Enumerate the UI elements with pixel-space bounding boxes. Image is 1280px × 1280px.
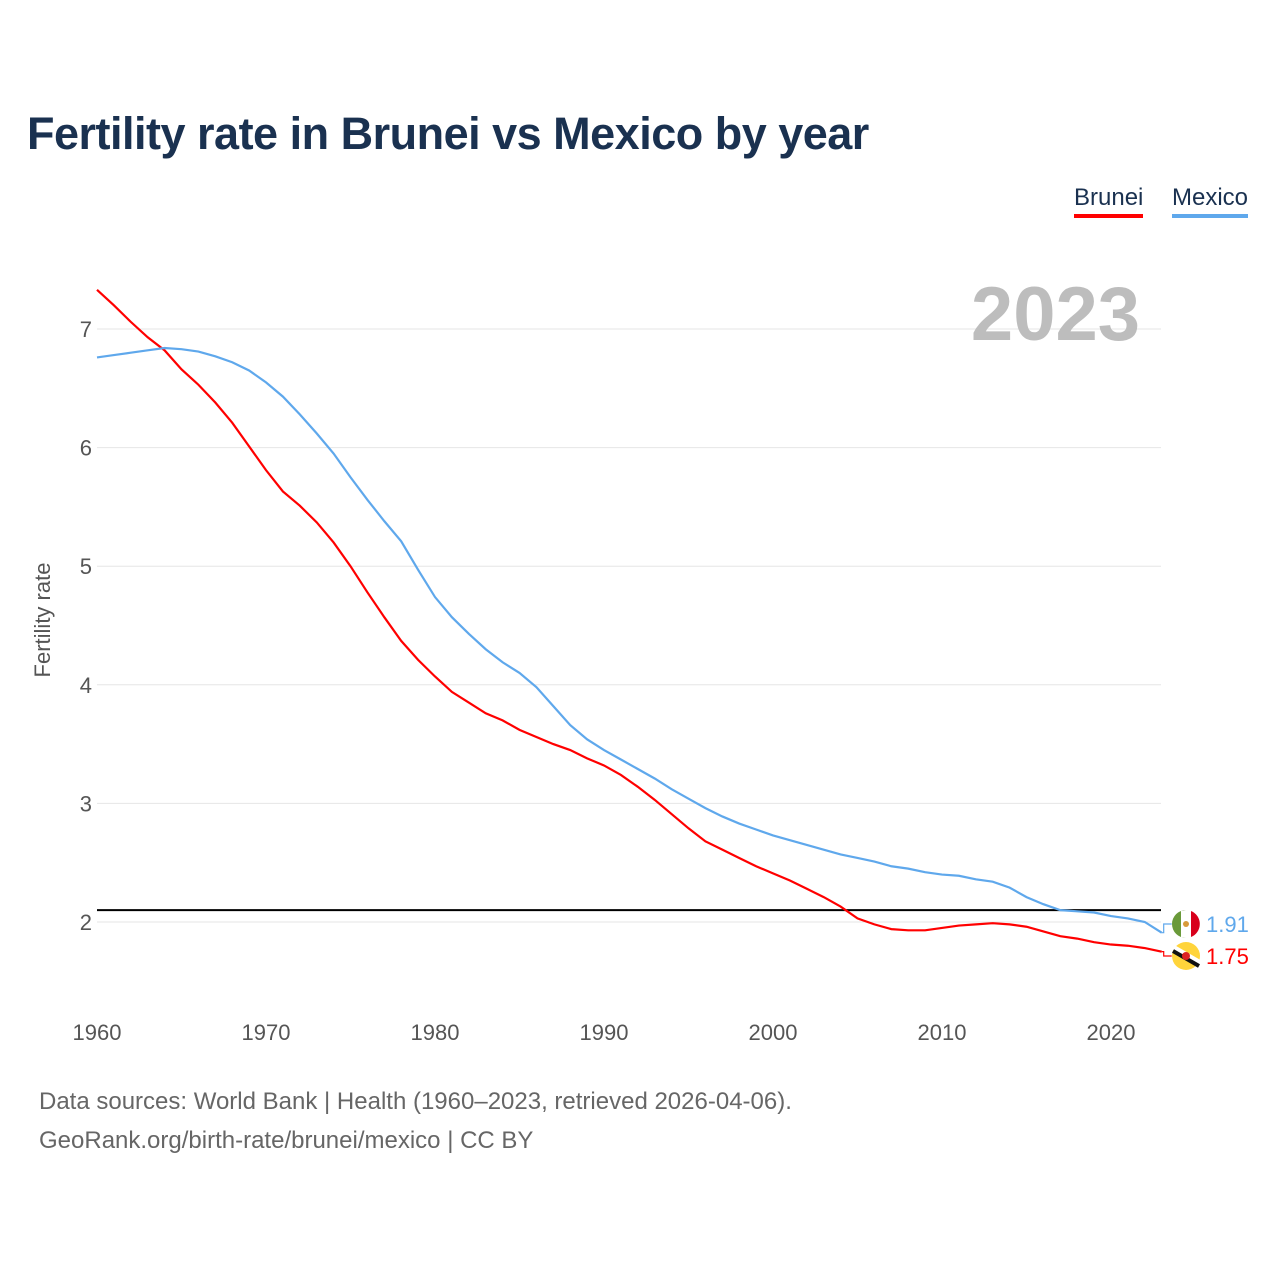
legend-brunei[interactable]: Brunei [1074, 184, 1144, 218]
y-tick-label: 3 [80, 791, 92, 816]
leader-line [1161, 951, 1172, 957]
x-tick-label: 2010 [918, 1020, 967, 1045]
end-value-mexico: 1.91 [1206, 912, 1249, 937]
year-label: 2023 [971, 272, 1140, 357]
legend-mexico[interactable]: Mexico [1172, 184, 1249, 218]
series-line-brunei [96, 289, 1162, 953]
x-tick-label: 1960 [73, 1020, 122, 1045]
footer-sources: Data sources: World Bank | Health (1960–… [39, 1088, 792, 1115]
flag-green [1172, 910, 1186, 938]
footer-link[interactable]: GeoRank.org/birth-rate/brunei/mexico | C… [39, 1127, 534, 1154]
leader-line [1161, 923, 1172, 934]
y-tick-label: 6 [80, 436, 92, 461]
flag-emblem [1182, 952, 1190, 960]
series-line-mexico [96, 346, 1163, 934]
y-tick-label: 2 [80, 910, 92, 935]
x-tick-label: 2020 [1087, 1020, 1136, 1045]
chart-title: Fertility rate in Brunei vs Mexico by ye… [27, 108, 869, 159]
y-tick-label: 7 [80, 317, 92, 342]
x-tick-label: 1990 [580, 1020, 629, 1045]
mexico-flag-icon [1172, 910, 1200, 938]
x-tick-label: 2000 [749, 1020, 798, 1045]
flag-red [1191, 911, 1200, 937]
x-tick-label: 1970 [242, 1020, 291, 1045]
brunei-flag-icon [1171, 942, 1201, 970]
end-value-brunei: 1.75 [1206, 944, 1249, 969]
y-tick-label: 5 [80, 554, 92, 579]
y-tick-label: 4 [80, 673, 92, 698]
flag-emblem [1183, 921, 1189, 927]
x-tick-label: 1980 [411, 1020, 460, 1045]
y-axis-label: Fertility rate [30, 563, 55, 678]
